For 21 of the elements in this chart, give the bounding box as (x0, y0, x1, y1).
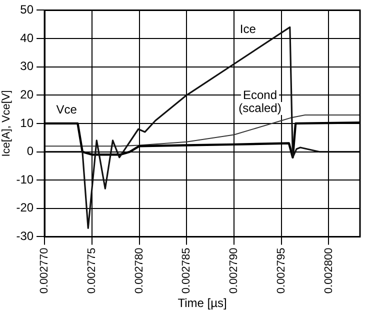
x-axis-title: Time [µs] (178, 296, 227, 310)
x-tick-label: 0.002770 (38, 248, 51, 294)
x-tick-label: 0.002775 (86, 248, 98, 294)
x-tick-label: 0.002790 (228, 248, 240, 294)
x-tick-label: 0.002780 (133, 248, 146, 294)
y-tick-label: -30 (16, 229, 34, 244)
y-axis-title: Ice[A], Vce[V] (0, 90, 13, 157)
x-tick-label: 0.002800 (322, 248, 335, 294)
x-tick-label: 0.002785 (180, 248, 193, 294)
series-label: Ice (240, 22, 256, 36)
y-tick-label: 40 (20, 30, 34, 45)
y-tick-label: 20 (20, 87, 34, 102)
x-tick-label: 0.002795 (275, 248, 288, 294)
series-label: Econd (scaled) (238, 88, 282, 115)
y-tick-label: -10 (16, 172, 34, 186)
series-label: Vce (56, 102, 78, 116)
y-tick-label: 50 (20, 2, 34, 17)
y-tick-label: -20 (16, 200, 34, 215)
y-tick-label: 30 (20, 59, 34, 74)
y-tick-label: 10 (20, 116, 34, 130)
y-tick-label: 0 (26, 144, 34, 158)
